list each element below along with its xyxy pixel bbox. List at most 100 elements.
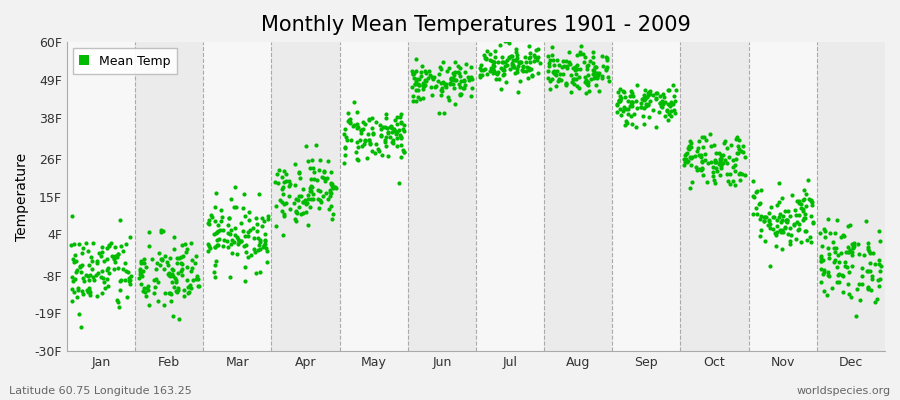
Point xyxy=(147,290,161,296)
Point xyxy=(306,168,320,175)
Point xyxy=(509,46,524,52)
Point xyxy=(169,260,184,266)
Point xyxy=(202,220,216,226)
Point xyxy=(541,68,555,74)
Point xyxy=(137,256,151,262)
Point xyxy=(634,100,648,106)
Point xyxy=(451,63,465,69)
Point xyxy=(228,225,242,232)
Point xyxy=(625,99,639,106)
Point xyxy=(681,142,696,149)
Point xyxy=(154,255,168,262)
Point xyxy=(268,203,283,209)
Point xyxy=(496,66,510,72)
Point xyxy=(457,85,472,92)
Point xyxy=(573,51,588,57)
Point xyxy=(483,51,498,57)
Point xyxy=(464,85,479,92)
Point xyxy=(703,131,717,138)
Point xyxy=(586,49,600,56)
Point xyxy=(368,150,382,156)
Point xyxy=(342,116,356,122)
Point xyxy=(790,219,805,225)
Point xyxy=(483,57,498,63)
Point xyxy=(134,281,148,287)
Point xyxy=(666,82,680,88)
Point xyxy=(477,52,491,59)
Point xyxy=(541,53,555,60)
Point xyxy=(871,277,886,284)
Point xyxy=(473,62,488,68)
Point xyxy=(387,126,401,132)
Point xyxy=(521,67,535,73)
Point xyxy=(204,212,219,219)
Point xyxy=(855,265,869,272)
Point xyxy=(682,146,697,152)
Point xyxy=(277,201,292,208)
Point xyxy=(162,270,176,276)
Point xyxy=(497,71,511,77)
Point xyxy=(181,284,195,290)
Point xyxy=(610,109,625,116)
Bar xyxy=(408,42,476,351)
Point xyxy=(425,92,439,98)
Point xyxy=(860,284,875,291)
Point xyxy=(396,126,410,132)
Point xyxy=(279,171,293,177)
Point xyxy=(829,245,843,251)
Point xyxy=(753,186,768,193)
Legend: Mean Temp: Mean Temp xyxy=(73,48,177,74)
Point xyxy=(208,274,222,280)
Point xyxy=(845,262,859,269)
Point xyxy=(410,93,425,100)
Point xyxy=(494,86,508,92)
Point xyxy=(678,152,692,158)
Point xyxy=(798,227,813,234)
Point xyxy=(814,266,829,272)
Point xyxy=(160,270,175,277)
Point xyxy=(202,244,217,251)
Point xyxy=(103,270,117,276)
Point xyxy=(479,55,493,61)
Point xyxy=(152,250,166,256)
Point xyxy=(613,98,627,104)
Point xyxy=(775,246,789,252)
Point xyxy=(157,266,171,272)
Point xyxy=(418,77,432,83)
Point xyxy=(66,278,80,284)
Point xyxy=(122,276,137,283)
Point xyxy=(642,114,656,121)
Point xyxy=(707,177,722,184)
Point xyxy=(704,159,718,166)
Point xyxy=(231,241,246,247)
Point xyxy=(341,118,356,124)
Point xyxy=(134,269,148,275)
Point xyxy=(818,234,832,240)
Point xyxy=(298,197,312,204)
Point xyxy=(207,269,221,276)
Point xyxy=(652,99,667,106)
Point xyxy=(639,103,653,109)
Point xyxy=(311,205,326,212)
Point xyxy=(284,181,298,187)
Point xyxy=(176,242,190,248)
Point xyxy=(508,56,523,63)
Point xyxy=(792,212,806,218)
Point xyxy=(405,68,419,75)
Point xyxy=(626,99,640,105)
Point xyxy=(694,152,708,158)
Point xyxy=(318,178,332,184)
Point xyxy=(447,59,462,65)
Point xyxy=(616,105,631,112)
Point xyxy=(253,269,267,275)
Point xyxy=(303,184,318,191)
Point xyxy=(587,68,601,74)
Point xyxy=(680,158,695,164)
Point xyxy=(164,291,178,297)
Point xyxy=(90,293,104,299)
Point xyxy=(240,229,255,236)
Point xyxy=(234,238,248,245)
Point xyxy=(804,198,818,204)
Point xyxy=(296,199,310,205)
Point xyxy=(233,238,248,244)
